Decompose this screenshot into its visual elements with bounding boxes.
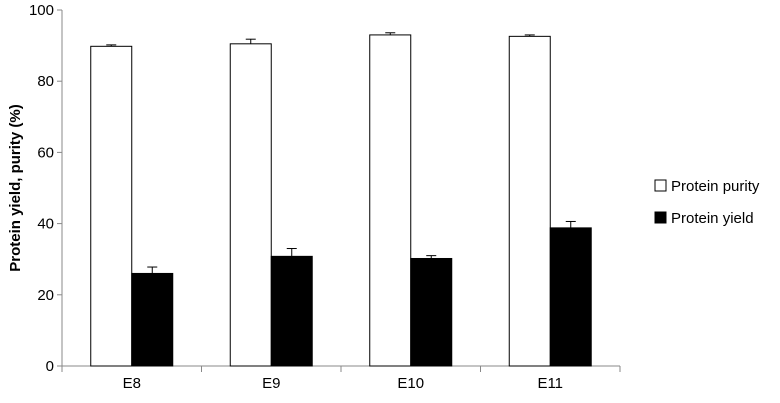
x-tick-label: E11 <box>537 375 563 392</box>
bars-group <box>90 32 592 367</box>
bar-protein-purity-e8 <box>90 45 133 367</box>
bar-protein-purity-e9 <box>229 43 272 367</box>
x-tick-label: E9 <box>262 375 280 392</box>
y-tick-label: 0 <box>46 358 54 375</box>
bar-protein-purity-e11 <box>508 35 551 367</box>
y-axis: 0 20 40 60 80 100 <box>29 2 63 375</box>
y-tick-label: 40 <box>37 216 54 233</box>
bar-protein-yield-e9 <box>270 255 313 367</box>
legend-swatch-protein-purity <box>654 179 667 192</box>
bar-protein-purity-e10 <box>369 34 412 367</box>
bar-protein-yield-e8 <box>131 272 174 367</box>
y-tick-label: 80 <box>37 73 54 90</box>
legend-swatch-protein-yield <box>654 211 667 224</box>
legend: Protein purity Protein yield <box>654 178 760 227</box>
legend-label: Protein purity <box>671 178 760 195</box>
y-tick-label: 100 <box>29 2 54 19</box>
y-tick-label: 20 <box>37 287 54 304</box>
x-tick-label: E10 <box>397 375 424 392</box>
bar-protein-yield-e10 <box>410 257 453 367</box>
x-tick-label: E8 <box>123 375 141 392</box>
y-tick-label: 60 <box>37 144 54 161</box>
y-axis-title: Protein yield, purity (%) <box>7 104 24 272</box>
x-axis: E8 E9 E10 E11 <box>61 365 621 392</box>
bar-protein-yield-e11 <box>549 227 592 367</box>
legend-label: Protein yield <box>671 210 754 227</box>
